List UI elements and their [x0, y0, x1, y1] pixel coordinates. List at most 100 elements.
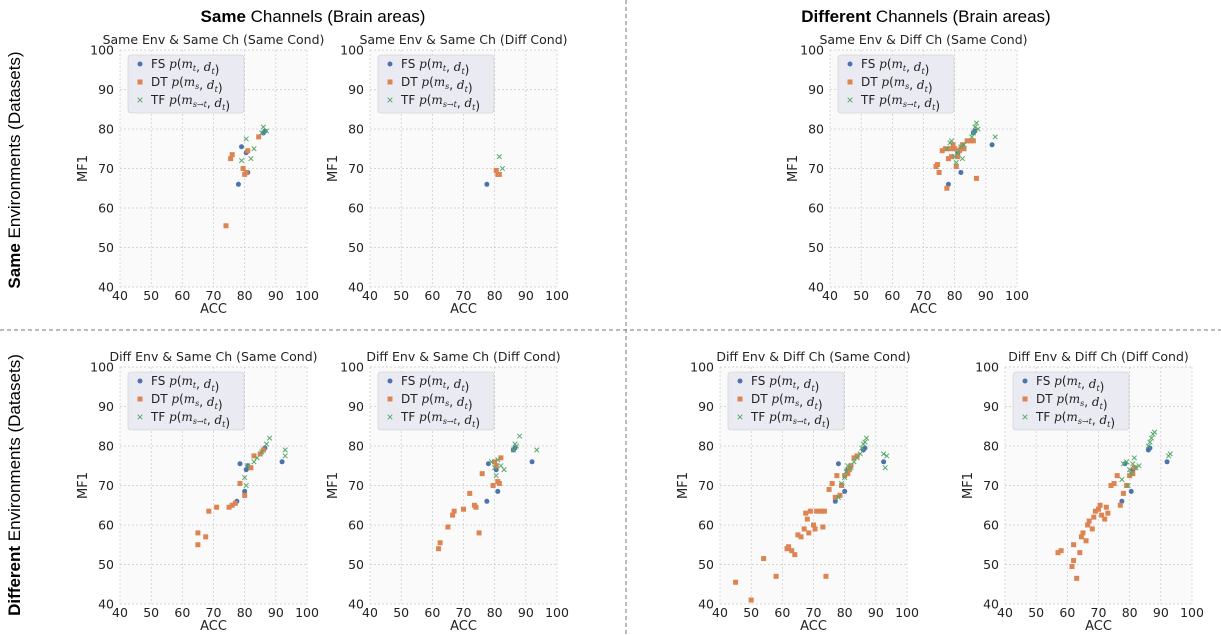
data-point-tf-stroke-b	[238, 157, 245, 164]
data-point-tf-stroke-b	[952, 153, 958, 160]
legend-text-part: p	[419, 93, 427, 107]
legend-text-part: s→t	[793, 417, 808, 426]
legend-text-part: p	[419, 57, 427, 71]
data-point-dt	[851, 455, 857, 461]
legend-text-part: p	[1054, 374, 1062, 388]
data-point-fs	[279, 459, 285, 465]
legend-text-part: t	[193, 381, 197, 390]
y-tick-label: 90	[348, 82, 364, 97]
y-tick-label: 50	[98, 557, 114, 572]
panel-title: Diff Env & Diff Ch (Same Cond)	[716, 349, 910, 364]
y-tick-label: 40	[98, 280, 114, 295]
legend-label-dt: DT p(ms, dt)	[151, 75, 223, 95]
data-point-tf-stroke-b	[1148, 435, 1155, 441]
data-point-dt	[476, 530, 482, 536]
series-dt	[223, 134, 262, 229]
series-tf	[835, 435, 890, 501]
data-point-dt	[195, 542, 201, 548]
legend-text-part: FS	[401, 374, 419, 388]
legend-text-part: TF	[1035, 410, 1054, 424]
legend: FS p(mt, dt)DT p(ms, dt)TF p(ms→t, dt)	[127, 371, 245, 431]
data-point-tf-stroke-b	[863, 435, 870, 441]
x-tick-label: 100	[895, 605, 919, 620]
legend-text-part: ,	[449, 395, 457, 409]
x-tick-label: 80	[1122, 605, 1138, 620]
data-point-tf	[1123, 459, 1130, 465]
data-point-tf	[851, 459, 857, 465]
y-axis-label: MF1	[326, 472, 341, 499]
row-title-same-environments: Same Environments (Datasets)	[5, 51, 24, 288]
data-point-tf	[857, 451, 863, 457]
x-tick-label: 80	[947, 288, 963, 303]
x-tick-label: 40	[822, 288, 838, 303]
data-point-tf	[254, 455, 260, 461]
data-point-tf-stroke-b	[1151, 429, 1158, 435]
y-axis-label: MF1	[76, 155, 91, 182]
data-point-dt	[947, 146, 953, 152]
data-point-tf-stroke-b	[992, 134, 998, 140]
legend-text-part: d	[204, 377, 212, 391]
legend-text-part: p	[769, 410, 777, 424]
legend-marker-tf	[847, 97, 853, 103]
legend-text-part: d	[814, 413, 822, 427]
data-point-dt	[818, 508, 824, 514]
legend-text-part: )	[465, 63, 470, 77]
legend-label-dt: DT p(ms, dt)	[861, 75, 933, 95]
legend-label-tf: TF p(ms→t, dt)	[400, 93, 480, 113]
legend-text-part: s	[445, 82, 449, 91]
x-tick-label: 100	[545, 605, 569, 620]
x-tick-label: 100	[1005, 288, 1029, 303]
legend-label-tf: TF p(ms→t, dt)	[750, 410, 830, 430]
x-axis-label: ACC	[200, 619, 227, 634]
data-point-tf	[1145, 443, 1152, 449]
legend-text-part: )	[225, 99, 230, 113]
data-point-fs	[842, 488, 848, 494]
data-point-tf-stroke-b	[242, 474, 248, 481]
data-point-tf	[496, 153, 502, 160]
data-point-tf	[1148, 435, 1155, 441]
x-tick-label: 40	[712, 605, 728, 620]
data-point-tf	[513, 443, 520, 449]
x-tick-label: 50	[1028, 605, 1044, 620]
legend-text-part: ,	[1081, 377, 1089, 391]
legend-text-part: FS	[751, 374, 769, 388]
legend-label-tf: TF p(ms→t, dt)	[860, 93, 940, 113]
data-point-dt	[1102, 516, 1108, 522]
data-point-dt	[1105, 510, 1111, 516]
legend-text-part: )	[468, 81, 473, 95]
data-point-tf-stroke-b	[1125, 482, 1131, 489]
data-point-tf	[251, 146, 257, 152]
data-point-dt	[450, 512, 456, 518]
data-point-tf-stroke-b	[260, 124, 267, 130]
legend-marker-dt	[1022, 396, 1028, 402]
legend-text-part: s→t	[903, 100, 918, 109]
legend-text-part: (	[887, 57, 892, 71]
data-point-tf	[835, 494, 842, 501]
y-tick-label: 80	[98, 439, 114, 454]
y-tick-label: 40	[808, 280, 824, 295]
data-point-dt	[1071, 542, 1077, 548]
data-point-tf	[1120, 461, 1127, 467]
data-point-dt	[1096, 506, 1101, 512]
legend-text-part: FS	[151, 57, 169, 71]
y-tick-label: 100	[975, 360, 999, 375]
data-point-dt	[1131, 465, 1137, 471]
legend-marker-fs	[1022, 378, 1028, 384]
legend-text-part: ,	[207, 413, 215, 427]
legend-label-fs: FS p(mt, dt)	[401, 57, 469, 77]
legend-text-part: m	[892, 57, 903, 71]
y-tick-label: 50	[348, 240, 364, 255]
legend-text-part: m	[894, 75, 905, 89]
data-point-dt	[228, 156, 234, 162]
legend-marker-dt	[737, 396, 743, 402]
data-point-dt	[242, 492, 248, 498]
legend-marker-tf-stroke-b	[737, 414, 743, 420]
legend-text-part: DT	[151, 75, 171, 89]
y-tick-label: 100	[340, 43, 364, 58]
data-point-tf-stroke-b	[1167, 451, 1173, 457]
legend-text-part: m	[182, 374, 193, 388]
data-point-dt	[1085, 522, 1091, 528]
data-point-tf	[516, 433, 523, 439]
